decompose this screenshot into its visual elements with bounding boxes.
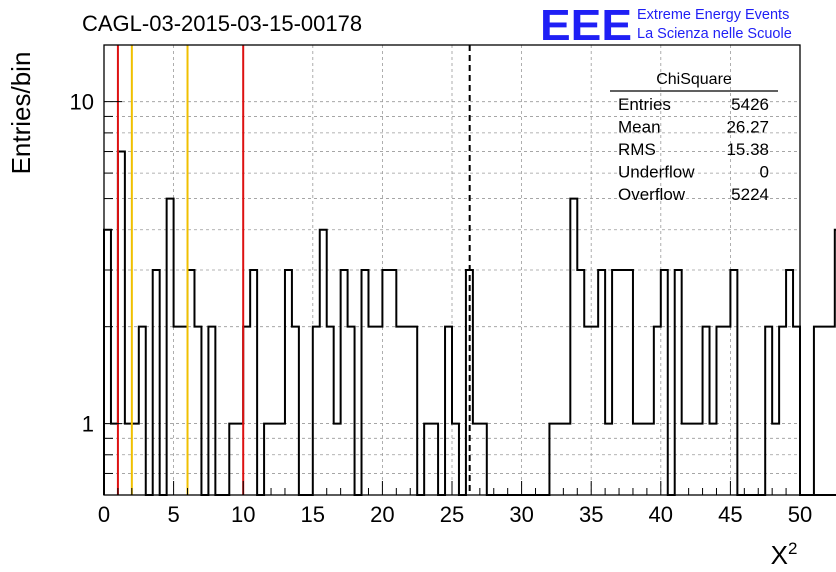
stats-rows: Entries 5426 Mean 26.27 RMS 15.38 Underflow 0 Ov…	[618, 95, 769, 204]
stats-value: 0	[760, 163, 769, 182]
x-tick-label: 5	[167, 502, 179, 527]
x-tick-label: 25	[440, 502, 464, 527]
stats-box: ChiSquare Entries 5426 Mean 26.27 RMS 15.38 Un…	[610, 71, 778, 204]
stats-value: 5426	[731, 95, 769, 114]
x-tick-label: 30	[509, 502, 533, 527]
x-tick-label: 40	[649, 502, 673, 527]
logo-eee: EEE	[540, 1, 632, 50]
logo-line-1: Extreme Energy Events	[637, 7, 789, 23]
logo-line-2: La Scienza nelle Scuole	[637, 26, 792, 42]
stats-label: RMS	[618, 140, 656, 159]
y-tick-label: 1	[82, 412, 94, 437]
stats-value: 26.27	[726, 118, 769, 137]
x-tick-label: 15	[301, 502, 325, 527]
x-tick-label: 50	[788, 502, 812, 527]
x-tick-label: 35	[579, 502, 603, 527]
stats-value: 5224	[731, 185, 769, 204]
stats-label: Mean	[618, 118, 661, 137]
stats-label: Entries	[618, 95, 671, 114]
x-tick-label: 45	[718, 502, 742, 527]
axis-ticks: 0 5 10 15 20 25 30 35 40 45 50 1 10	[70, 90, 813, 527]
stats-label: Underflow	[618, 163, 695, 182]
stats-value: 15.38	[726, 140, 769, 159]
y-axis-label: Entries/bin	[6, 52, 36, 175]
stats-label: Overflow	[618, 185, 686, 204]
run-title: CAGL-03-2015-03-15-00178	[82, 11, 362, 36]
stats-title: ChiSquare	[656, 71, 732, 88]
x-tick-label: 20	[370, 502, 394, 527]
eee-logo: EEE Extreme Energy Events La Scienza nel…	[540, 1, 792, 50]
x-tick-label: 10	[231, 502, 255, 527]
marker-lines	[116, 45, 471, 495]
x-axis-label: X2	[771, 539, 798, 570]
y-tick-label: 10	[70, 90, 94, 115]
x-tick-label: 0	[98, 502, 110, 527]
